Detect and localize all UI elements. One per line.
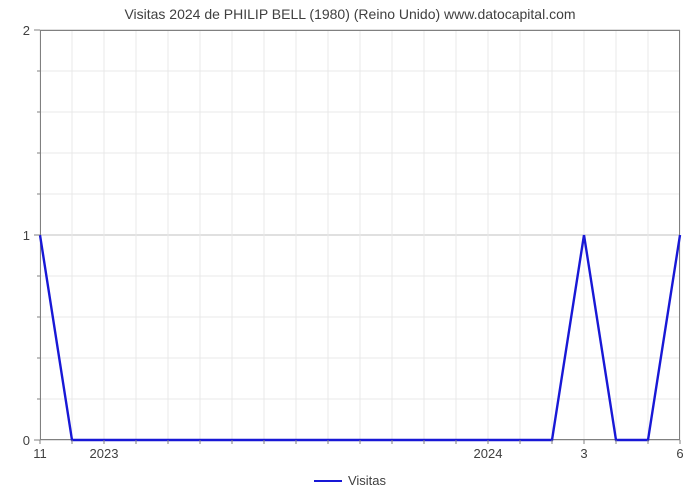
chart-legend: Visitas (0, 472, 700, 488)
y-tick-label: 0 (23, 433, 30, 448)
chart-plot (40, 30, 680, 440)
x-tick-label: 2024 (474, 446, 503, 461)
x-tick-label: 2023 (90, 446, 119, 461)
x-tick-label: 3 (580, 446, 587, 461)
chart-title: Visitas 2024 de PHILIP BELL (1980) (Rein… (0, 6, 700, 22)
y-tick-label: 1 (23, 228, 30, 243)
x-tick-label: 6 (676, 446, 683, 461)
x-tick-label: 11 (33, 446, 47, 461)
y-tick-label: 2 (23, 23, 30, 38)
chart-container: Visitas 2024 de PHILIP BELL (1980) (Rein… (0, 0, 700, 500)
legend-label: Visitas (348, 473, 386, 488)
legend-swatch (314, 480, 342, 482)
